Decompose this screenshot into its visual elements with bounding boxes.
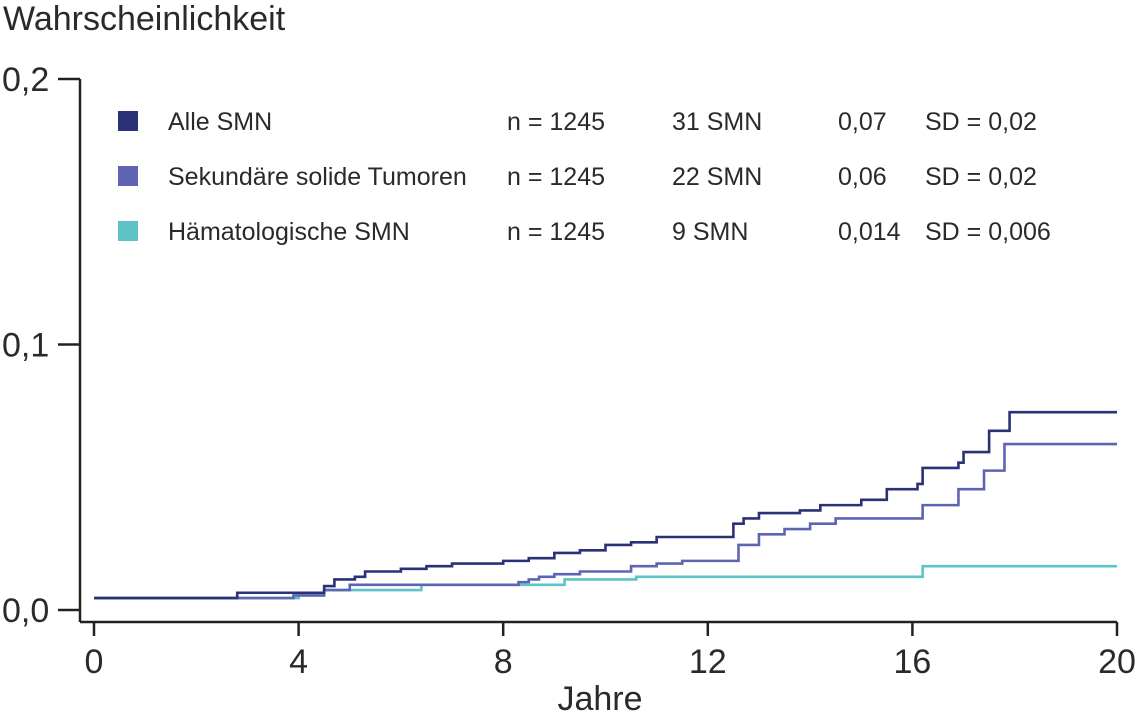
y-tick-label: 0,2 [2, 61, 49, 99]
legend-sd: SD = 0,02 [925, 163, 1037, 191]
x-tick-label: 16 [893, 643, 931, 681]
y-axis-title: Wahrscheinlichkeit [3, 0, 286, 38]
legend-sd: SD = 0,006 [925, 218, 1051, 246]
legend-estimate: 0,07 [838, 108, 887, 136]
legend-n: n = 1245 [507, 163, 605, 191]
x-tick-label: 20 [1098, 643, 1136, 681]
legend-n: n = 1245 [507, 108, 605, 136]
axes: 0,0 0,1 0,2 0 4 8 12 16 20 [2, 61, 1136, 681]
legend-swatch [118, 166, 138, 186]
legend-label: Alle SMN [168, 108, 272, 136]
x-tick-label: 12 [689, 643, 727, 681]
series-line [94, 442, 1117, 600]
series-line [94, 410, 1117, 600]
legend-events: 22 SMN [672, 163, 762, 191]
legend-estimate: 0,014 [838, 218, 901, 246]
x-tick-label: 0 [85, 643, 104, 681]
series-lines [94, 410, 1117, 600]
legend: Alle SMN n = 1245 31 SMN 0,07 SD = 0,02 Sekun… [118, 108, 1051, 246]
legend-label: Sekundäre solide Tumoren [168, 163, 467, 191]
legend-swatch [118, 111, 138, 131]
legend-events: 9 SMN [672, 218, 748, 246]
legend-n: n = 1245 [507, 218, 605, 246]
legend-events: 31 SMN [672, 108, 762, 136]
x-tick-label: 4 [289, 643, 308, 681]
y-tick-label: 0,1 [2, 327, 49, 365]
x-tick-label: 8 [494, 643, 513, 681]
legend-label: Hämatologische SMN [168, 218, 410, 246]
y-tick-label: 0,0 [2, 592, 49, 630]
legend-sd: SD = 0,02 [925, 108, 1037, 136]
legend-swatch [118, 221, 138, 241]
x-axis-title: Jahre [557, 680, 642, 718]
legend-estimate: 0,06 [838, 163, 887, 191]
